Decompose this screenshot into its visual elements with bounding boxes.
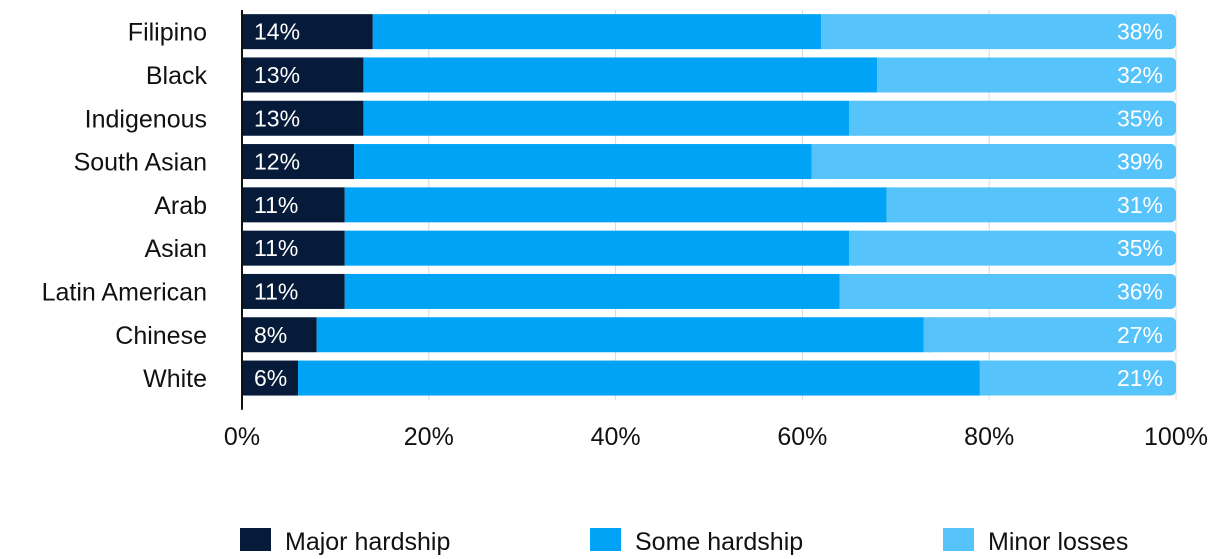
data-label: 27% <box>1117 322 1163 348</box>
bar-segment <box>242 360 299 396</box>
x-tick-label: 40% <box>591 423 641 451</box>
category-label: Arab <box>154 192 207 220</box>
data-label: 13% <box>254 62 300 88</box>
bar-segment <box>344 230 850 266</box>
bar-segment <box>354 144 812 180</box>
x-tick-label: 60% <box>777 423 827 451</box>
x-tick-label: 20% <box>404 423 454 451</box>
bar-segment <box>242 230 345 266</box>
data-label: 6% <box>254 365 287 391</box>
bar-segment-join <box>979 360 988 396</box>
data-label: 8% <box>254 322 287 348</box>
category-label: South Asian <box>74 149 207 177</box>
legend-swatch <box>943 528 974 551</box>
bar-segment-join <box>811 144 820 180</box>
legend-swatch <box>240 528 271 551</box>
data-label: 12% <box>254 149 300 175</box>
legend-label: Major hardship <box>285 528 450 556</box>
x-tick-label: 80% <box>964 423 1014 451</box>
bar-segment <box>877 57 1176 93</box>
category-label: Asian <box>144 235 207 263</box>
bar-segment <box>242 57 364 93</box>
bar-segment <box>242 317 317 353</box>
category-label: Black <box>146 62 208 90</box>
bar-segment-join <box>849 230 858 266</box>
data-label: 36% <box>1117 278 1163 304</box>
category-label: Chinese <box>115 322 207 350</box>
bar-segment-join <box>821 14 830 50</box>
bar-segment-join <box>877 57 886 93</box>
bar-segment <box>363 57 878 93</box>
x-tick-label: 100% <box>1144 423 1208 451</box>
bar-segment <box>344 187 887 223</box>
bar-segment <box>811 144 1176 180</box>
bar-segment <box>242 144 355 180</box>
category-label: Filipino <box>128 19 207 47</box>
bar-segment <box>979 360 1176 396</box>
bar-segment <box>849 100 1176 136</box>
bar-segment <box>886 187 1176 223</box>
bar-segment <box>242 187 345 223</box>
bar-segment <box>363 100 850 136</box>
data-label: 21% <box>1117 365 1163 391</box>
category-label: Indigenous <box>85 105 207 133</box>
bar-segment <box>316 317 924 353</box>
data-label: 39% <box>1117 149 1163 175</box>
x-tick-label: 0% <box>224 423 260 451</box>
data-label: 35% <box>1117 105 1163 131</box>
category-label: Latin American <box>42 278 207 306</box>
bar-segment <box>923 317 1176 353</box>
legend-label: Some hardship <box>635 528 803 556</box>
bar-segment-join <box>923 317 932 353</box>
data-label: 31% <box>1117 192 1163 218</box>
data-label: 11% <box>254 278 298 304</box>
bar-segment <box>372 14 822 50</box>
legend-swatch <box>590 528 621 551</box>
bar-segment <box>839 273 1176 309</box>
bar-segment <box>242 100 364 136</box>
data-label: 38% <box>1117 19 1163 45</box>
data-label: 35% <box>1117 235 1163 261</box>
bar-segment <box>242 14 373 50</box>
bar-segment-join <box>849 100 858 136</box>
bar-segment <box>344 273 840 309</box>
bar-segment <box>298 360 980 396</box>
legend-label: Minor losses <box>988 528 1128 556</box>
data-label: 32% <box>1117 62 1163 88</box>
category-label: White <box>143 365 207 393</box>
data-label: 11% <box>254 235 298 261</box>
bar-segment <box>242 273 345 309</box>
bar-segment <box>821 14 1176 50</box>
bar-segment <box>849 230 1176 266</box>
data-label: 11% <box>254 192 298 218</box>
data-label: 13% <box>254 105 300 131</box>
bar-segment-join <box>839 273 848 309</box>
data-label: 14% <box>254 19 300 45</box>
bar-segment-join <box>886 187 895 223</box>
